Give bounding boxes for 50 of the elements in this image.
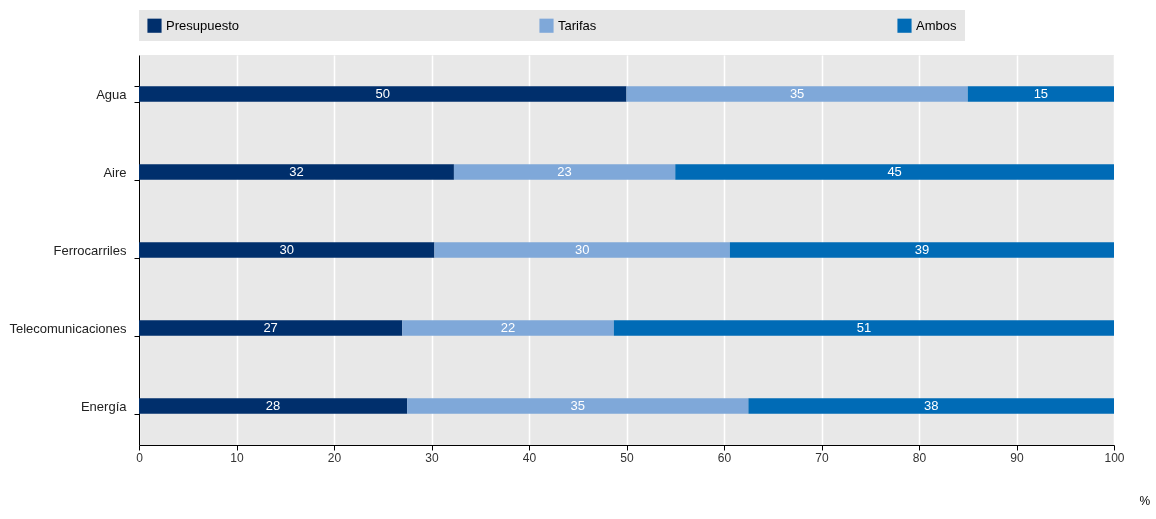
data-label: 45 bbox=[887, 164, 902, 179]
x-tick-label: 10 bbox=[230, 450, 244, 465]
data-label: 15 bbox=[1033, 86, 1049, 101]
x-tick-label: 90 bbox=[1010, 450, 1024, 465]
data-label: 28 bbox=[265, 398, 281, 413]
bar bbox=[453, 164, 676, 180]
x-tick-label: 20 bbox=[327, 450, 342, 465]
bar bbox=[407, 398, 749, 414]
bar bbox=[139, 86, 627, 102]
data-label: 35 bbox=[789, 86, 805, 101]
bar bbox=[967, 86, 1114, 102]
data-label: 35 bbox=[570, 398, 585, 413]
bar bbox=[434, 242, 730, 258]
y-tick-label: Ferrocarriles bbox=[53, 242, 127, 258]
x-tick-label: 0 bbox=[136, 450, 144, 465]
legend-label: Tarifas bbox=[558, 17, 597, 33]
y-tick-label: Telecomunicaciones bbox=[9, 320, 127, 336]
x-tick-label: 80 bbox=[912, 450, 927, 465]
y-tick-label: Aire bbox=[103, 164, 127, 180]
bar bbox=[402, 320, 614, 336]
x-tick-label: 60 bbox=[717, 450, 732, 465]
y-tick-label: Energía bbox=[80, 398, 128, 414]
x-tick-label: 70 bbox=[815, 450, 829, 465]
x-axis-title: % bbox=[1139, 493, 1151, 508]
bar bbox=[748, 398, 1114, 414]
bar bbox=[613, 320, 1114, 336]
bar bbox=[675, 164, 1114, 180]
x-tick-label: 50 bbox=[620, 450, 634, 465]
x-tick-label: 40 bbox=[522, 450, 537, 465]
y-tick-label: Agua bbox=[96, 86, 128, 102]
data-label: 39 bbox=[914, 242, 930, 257]
bar bbox=[729, 242, 1114, 258]
data-label: 30 bbox=[574, 242, 590, 257]
data-label: 38 bbox=[923, 398, 939, 413]
data-label: 23 bbox=[557, 164, 572, 179]
data-label: 32 bbox=[289, 164, 304, 179]
data-label: 51 bbox=[856, 320, 872, 335]
data-label: 50 bbox=[375, 86, 390, 101]
bar bbox=[139, 242, 435, 258]
bar bbox=[139, 398, 408, 414]
bar bbox=[626, 86, 968, 102]
x-tick-label: 30 bbox=[425, 450, 439, 465]
bar bbox=[139, 164, 454, 180]
data-label: 30 bbox=[279, 242, 294, 257]
bar bbox=[139, 320, 403, 336]
x-tick-label: 100 bbox=[1104, 450, 1125, 465]
data-label: 27 bbox=[263, 320, 278, 335]
legend-label: Ambos bbox=[916, 17, 957, 33]
legend-label: Presupuesto bbox=[166, 17, 239, 33]
data-label: 22 bbox=[500, 320, 516, 335]
